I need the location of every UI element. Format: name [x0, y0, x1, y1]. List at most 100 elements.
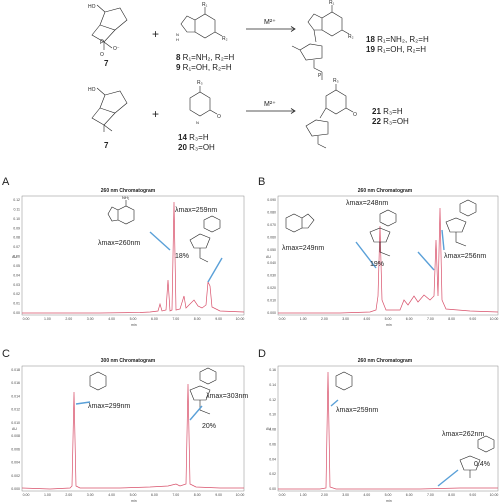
- uridine-nucleotide-d: [459, 435, 495, 478]
- x-tick-label: 10.00: [490, 317, 499, 321]
- reaction-arrowhead-1: [290, 26, 296, 32]
- y-ticks-a: 0.00 0.01 0.02 0.03 0.04 0.05 0.06 0.07 0.08 0.09…: [13, 198, 20, 315]
- panel-letter-a: A: [2, 176, 10, 188]
- x-tick-label: 7.00: [172, 493, 179, 497]
- cyclic-phosphate-structure-2: [91, 87, 128, 132]
- y-unit-c: AU: [12, 427, 17, 431]
- carbonyl-o: O: [217, 114, 221, 120]
- plus-sign-2: +: [152, 107, 159, 121]
- product-nucleotide-structure: [291, 5, 350, 80]
- x-tick-label: 2.00: [321, 317, 328, 321]
- x-tick-label: 6.00: [151, 317, 158, 321]
- x-tick-label: 9.00: [469, 493, 476, 497]
- lambda-annotation-b1: λmax=248nm: [346, 200, 388, 207]
- x-tick-label: 6.00: [406, 317, 413, 321]
- y-tick-label: 0.07: [13, 245, 20, 249]
- product-phosphate-p: P: [318, 73, 322, 79]
- plot-frame-b: [277, 195, 499, 316]
- x-tick-label: 4.00: [108, 317, 115, 321]
- x-tick-label: 5.00: [130, 317, 137, 321]
- y-tick-label: 0.16: [269, 368, 276, 372]
- y-unit-d: AU: [266, 427, 271, 431]
- x-tick-label: 5.00: [385, 317, 392, 321]
- x-tick-label: 10.00: [236, 317, 245, 321]
- panel-d: D 260 nm Chromatogram 0.000.020.040.060.…: [258, 348, 498, 503]
- panel-letter-c: C: [2, 348, 10, 360]
- y-tick-label: 0.010: [11, 421, 20, 425]
- panel-letter-b: B: [258, 176, 265, 188]
- r1-label: R₁: [202, 2, 208, 8]
- x-tick-label: 3.00: [87, 493, 94, 497]
- x-tick-label: 3.00: [342, 317, 349, 321]
- product-label-21: 21 R₃=H: [372, 107, 403, 116]
- product-carbonyl-o: O: [353, 112, 357, 118]
- purine-base-structure: [180, 7, 223, 39]
- zebularine-nucleotide-c: [189, 367, 217, 415]
- x-tick-label: 1.00: [44, 317, 51, 321]
- y-tick-label: 0.12: [13, 198, 20, 202]
- reaction-arrowhead-2: [290, 108, 296, 114]
- x-tick-label: 9.00: [215, 493, 222, 497]
- product-r2-label: R₂: [348, 34, 354, 40]
- chromatogram-trace-d: [278, 371, 498, 490]
- hypoxanthine-structure-b: [285, 213, 315, 233]
- chromatogram-title-c: 300 nm Chromatogram: [101, 358, 156, 364]
- base-label-9: 9 R₁=OH, R₂=H: [176, 63, 232, 72]
- chromatogram-trace-c: [21, 383, 244, 490]
- product-label-22: 22 R₃=OH: [372, 117, 409, 126]
- x-tick-label: 0.00: [23, 317, 30, 321]
- compound-7-label-2: 7: [104, 141, 109, 150]
- plot-frame-d: [277, 365, 499, 492]
- x-tick-label: 9.00: [215, 317, 222, 321]
- y-tick-label: 0.00: [269, 487, 276, 491]
- y-tick-label: 0.070: [267, 223, 276, 227]
- y-tick-label: 0.012: [11, 408, 20, 412]
- x-tick-label: 9.00: [469, 317, 476, 321]
- x-tick-label: 7.00: [172, 317, 179, 321]
- y-tick-label: 0.14: [269, 383, 276, 387]
- x-tick-label: 3.00: [87, 317, 94, 321]
- panel-c: C 300 nm Chromatogram 0.0000.0020.0040.0…: [2, 348, 248, 503]
- panel-letter-d: D: [258, 348, 266, 360]
- base-label-8: 8 R₁=NH₂, R₂=H: [176, 53, 234, 62]
- scheme-row-2: HO 7 + R₃ O N 14 R₃=H 20 R₃=OH M²⁺ R₃ O …: [88, 78, 409, 152]
- phosphate-p: P: [100, 40, 104, 46]
- hydroxyl-label: HO: [88, 4, 96, 10]
- peak-arrow-a2: [207, 257, 223, 283]
- base-label-20: 20 R₃=OH: [178, 143, 215, 152]
- hydroxyl-label-2: HO: [88, 87, 96, 93]
- chromatogram-trace-b: [278, 207, 499, 314]
- y-tick-label: 0.11: [13, 207, 20, 211]
- y-tick-label: 0.10: [269, 413, 276, 417]
- x-tick-label: 8.00: [448, 317, 455, 321]
- inosine-nucleotide-b: [369, 209, 397, 257]
- x-tick-label: 0.00: [23, 493, 30, 497]
- x-tick-label: 2.00: [65, 493, 72, 497]
- y-tick-label: 0.10: [13, 217, 20, 221]
- y-ticks-b: 0.000 0.010 0.020 0.030 0.040 0.050 0.060 0.070…: [267, 198, 276, 315]
- phosphate-o-minus: O⁻: [113, 46, 120, 52]
- x-tick-label: 6.00: [406, 493, 413, 497]
- catalyst-label-1: M²⁺: [264, 19, 276, 26]
- y-tick-label: 0.05: [13, 264, 20, 268]
- y-tick-label: 0.016: [11, 381, 20, 385]
- inosine-nucleotide-b2: [445, 199, 477, 247]
- peak-arrow-d2: [437, 469, 459, 487]
- y-tick-label: 0.018: [11, 368, 20, 372]
- percent-annotation-b: 19%: [370, 261, 384, 268]
- x-ticks-c: 0.00 1.00 2.00 3.00 4.00 5.00 6.00 7.00 8.00 9.00…: [23, 493, 245, 497]
- x-ticks-d: 0.00 1.00 2.00 3.00 4.00 5.00 6.00 7.00 8.00 9.00…: [279, 493, 499, 497]
- cyclic-phosphate-structure: [91, 4, 128, 50]
- peak-arrow-b2: [417, 251, 435, 271]
- pyrimidinone-structure: [189, 86, 218, 117]
- y-tick-label: 0.09: [13, 226, 20, 230]
- catalyst-label-2: M²⁺: [264, 101, 276, 108]
- r2-label: R₂: [222, 36, 228, 42]
- compound-7-label: 7: [104, 59, 109, 68]
- x-unit-d: min: [386, 499, 392, 503]
- phosphate-o: O: [100, 52, 104, 58]
- x-tick-label: 2.00: [321, 493, 328, 497]
- x-ticks-b: 0.00 1.00 2.00 3.00 4.00 5.00 6.00 7.00 8.00 9.00…: [279, 317, 499, 321]
- purine-h: H: [176, 37, 179, 42]
